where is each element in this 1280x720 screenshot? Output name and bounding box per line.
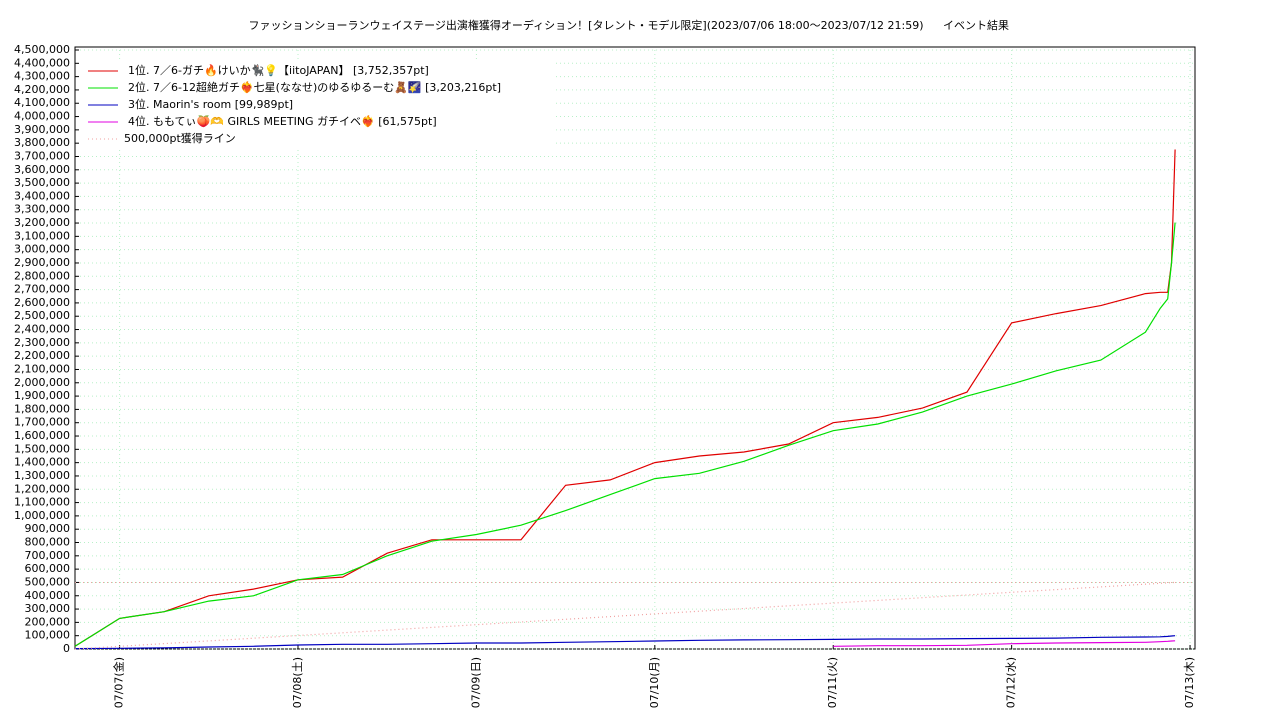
legend-label: 3位. Maorin's room [99,989pt] xyxy=(128,97,293,111)
y-tick-label: 2,300,000 xyxy=(14,336,70,349)
series-line xyxy=(74,149,1176,647)
legend-label: 2位. 7／6-12超絶ガチ❤️‍🔥七星(ななせ)のゆるゆるーむ🧸🌠 [3,20… xyxy=(128,80,501,94)
y-tick-label: 1,300,000 xyxy=(14,469,70,482)
y-tick-label: 4,500,000 xyxy=(14,43,70,56)
y-tick-label: 2,000,000 xyxy=(14,376,70,389)
y-tick-label: 2,600,000 xyxy=(14,296,70,309)
y-tick-label: 3,500,000 xyxy=(14,176,70,189)
y-tick-label: 4,000,000 xyxy=(14,110,70,123)
y-tick-label: 700,000 xyxy=(25,549,71,562)
y-tick-label: 1,100,000 xyxy=(14,496,70,509)
series-line xyxy=(74,635,1176,650)
x-tick-label: 07/13(木) xyxy=(1183,657,1196,708)
y-tick-label: 2,200,000 xyxy=(14,349,70,362)
x-tick-label: 07/09(日) xyxy=(469,657,482,708)
y-tick-label: 1,900,000 xyxy=(14,389,70,402)
y-tick-label: 3,600,000 xyxy=(14,163,70,176)
y-tick-label: 4,200,000 xyxy=(14,83,70,96)
chart-subtitle: イベント結果 xyxy=(943,18,1009,32)
y-tick-label: 2,400,000 xyxy=(14,323,70,336)
y-tick-label: 400,000 xyxy=(25,589,71,602)
y-tick-label: 1,600,000 xyxy=(14,429,70,442)
y-tick-label: 500,000 xyxy=(25,575,71,588)
y-tick-label: 1,500,000 xyxy=(14,442,70,455)
x-tick-label: 07/12(水) xyxy=(1005,657,1018,708)
y-tick-label: 2,500,000 xyxy=(14,309,70,322)
y-tick-label: 0 xyxy=(63,642,70,655)
y-tick-label: 200,000 xyxy=(25,615,71,628)
y-tick-label: 4,100,000 xyxy=(14,96,70,109)
series-line xyxy=(74,222,1176,647)
x-tick-label: 07/11(火) xyxy=(826,657,839,708)
legend-label: 500,000pt獲得ライン xyxy=(124,132,236,145)
y-tick-label: 2,100,000 xyxy=(14,362,70,375)
legend-box xyxy=(80,60,555,150)
y-tick-label: 1,700,000 xyxy=(14,416,70,429)
x-tick-label: 07/07(金) xyxy=(112,657,126,708)
y-tick-label: 4,300,000 xyxy=(14,70,70,83)
y-tick-label: 3,800,000 xyxy=(14,136,70,149)
x-tick-label: 07/10(月) xyxy=(648,657,661,708)
y-tick-label: 4,400,000 xyxy=(14,56,70,69)
y-tick-label: 100,000 xyxy=(25,629,71,642)
y-tick-label: 2,800,000 xyxy=(14,269,70,282)
y-tick-label: 2,900,000 xyxy=(14,256,70,269)
y-tick-label: 600,000 xyxy=(25,562,71,575)
y-tick-label: 2,700,000 xyxy=(14,283,70,296)
y-tick-label: 3,900,000 xyxy=(14,123,70,136)
y-tick-label: 900,000 xyxy=(25,522,71,535)
x-tick-label: 07/08(土) xyxy=(291,657,304,708)
y-tick-label: 3,300,000 xyxy=(14,203,70,216)
y-tick-label: 300,000 xyxy=(25,602,71,615)
legend-label: 1位. 7／6-ガチ🔥けいか🐈‍⬛💡【iitoJAPAN】 [3,752,357… xyxy=(128,63,429,77)
y-tick-label: 1,200,000 xyxy=(14,482,70,495)
y-tick-label: 3,400,000 xyxy=(14,189,70,202)
y-tick-label: 3,100,000 xyxy=(14,229,70,242)
y-tick-label: 3,000,000 xyxy=(14,243,70,256)
y-tick-label: 1,400,000 xyxy=(14,456,70,469)
legend-label: 4位. ももてぃ🍑🫶 GIRLS MEETING ガチイベ❤️‍🔥 [61,57… xyxy=(128,114,437,128)
y-tick-label: 1,000,000 xyxy=(14,509,70,522)
y-tick-label: 800,000 xyxy=(25,536,71,549)
y-tick-label: 3,200,000 xyxy=(14,216,70,229)
series-line xyxy=(833,640,1176,647)
y-tick-label: 1,800,000 xyxy=(14,402,70,415)
chart-title: ファッションショーランウェイステージ出演権獲得オーディション！[タレント・モデル… xyxy=(248,18,923,32)
y-tick-label: 3,700,000 xyxy=(14,149,70,162)
